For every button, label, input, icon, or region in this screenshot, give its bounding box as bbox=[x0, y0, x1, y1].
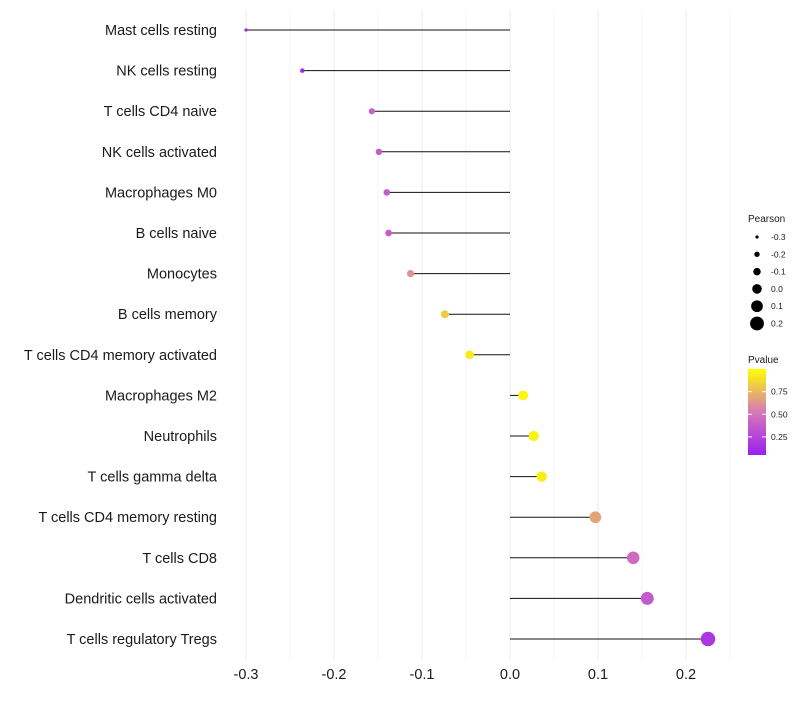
pearson-legend-label: 0.0 bbox=[771, 284, 783, 294]
category-label: Macrophages M2 bbox=[105, 388, 217, 404]
category-label: B cells memory bbox=[118, 307, 218, 323]
stem-layer bbox=[246, 29, 708, 640]
grid-layer bbox=[245, 10, 731, 660]
category-label: Dendritic cells activated bbox=[65, 591, 217, 607]
pearson-legend-label: 0.1 bbox=[771, 301, 783, 311]
lollipop-point bbox=[244, 28, 248, 32]
category-labels: Mast cells resting NK cells resting T cell… bbox=[24, 23, 218, 648]
lollipop-point bbox=[518, 390, 529, 401]
pvalue-color-legend: Pvalue 0.75 0.50 0.25 bbox=[748, 355, 788, 455]
category-label: T cells gamma delta bbox=[88, 470, 218, 486]
category-label: T cells CD8 bbox=[142, 551, 217, 567]
category-label: T cells CD4 naive bbox=[104, 104, 217, 120]
pearson-legend-label: -0.3 bbox=[771, 232, 786, 242]
x-tick-label: 0.2 bbox=[676, 667, 696, 683]
category-label: T cells CD4 memory activated bbox=[24, 348, 217, 364]
pearson-legend-title: Pearson bbox=[748, 214, 785, 225]
x-tick-label: 0.1 bbox=[588, 667, 608, 683]
pearson-legend-key bbox=[751, 300, 763, 313]
lollipop-point bbox=[640, 591, 654, 605]
x-tick-label: -0.3 bbox=[234, 667, 259, 683]
pvalue-colorbar bbox=[748, 369, 766, 455]
pearson-legend-key bbox=[753, 267, 761, 276]
category-label: NK cells activated bbox=[102, 145, 217, 161]
lollipop-point bbox=[440, 310, 449, 319]
lollipop-point bbox=[465, 350, 474, 360]
pvalue-legend-label: 0.50 bbox=[771, 409, 788, 419]
category-label: NK cells resting bbox=[116, 64, 217, 80]
lollipop-point bbox=[300, 68, 305, 73]
lollipop-point bbox=[368, 108, 375, 115]
lollipop-point bbox=[385, 229, 392, 237]
pearson-legend-key bbox=[752, 284, 762, 294]
category-label: T cells CD4 memory resting bbox=[38, 510, 217, 526]
pvalue-legend-title: Pvalue bbox=[748, 355, 779, 366]
category-label: Monocytes bbox=[147, 267, 217, 283]
pearson-legend-key bbox=[754, 251, 760, 257]
category-label: B cells naive bbox=[136, 226, 217, 242]
x-tick-label: 0.0 bbox=[500, 667, 520, 683]
pearson-size-legend: Pearson -0.3 -0.2 -0.1 0.0 0.1 0.2 bbox=[748, 214, 786, 331]
pearson-legend-key bbox=[755, 235, 759, 239]
lollipop-point bbox=[406, 270, 415, 278]
point-layer bbox=[244, 28, 716, 647]
lollipop-point bbox=[589, 511, 602, 524]
x-tick-label: -0.2 bbox=[322, 667, 347, 683]
x-tick-label: -0.1 bbox=[410, 667, 435, 683]
lollipop-point bbox=[375, 148, 383, 156]
category-label: T cells regulatory Tregs bbox=[67, 632, 217, 648]
pearson-legend-label: -0.2 bbox=[771, 249, 786, 259]
pearson-legend-label: 0.2 bbox=[771, 319, 783, 329]
category-label: Macrophages M0 bbox=[105, 185, 217, 201]
pearson-legend-key bbox=[750, 316, 764, 331]
category-label: Mast cells resting bbox=[105, 23, 217, 39]
pearson-legend-label: -0.1 bbox=[771, 267, 786, 277]
pvalue-legend-label: 0.75 bbox=[771, 387, 788, 397]
lollipop-point bbox=[536, 471, 547, 482]
lollipop-point bbox=[626, 551, 640, 565]
pvalue-legend-label: 0.25 bbox=[771, 432, 788, 442]
lollipop-point bbox=[700, 631, 716, 647]
lollipop-point bbox=[383, 189, 391, 196]
category-label: Neutrophils bbox=[144, 429, 217, 445]
lollipop-point bbox=[528, 430, 539, 442]
x-axis-tick-labels: -0.3 -0.2 -0.1 0.0 0.1 0.2 bbox=[234, 667, 697, 683]
